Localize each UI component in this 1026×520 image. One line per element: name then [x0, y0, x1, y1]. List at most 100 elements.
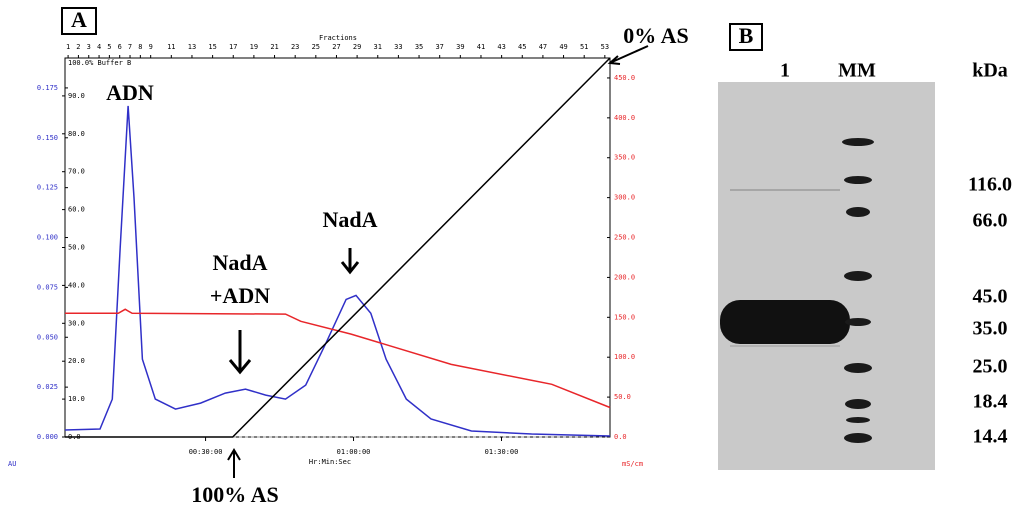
x2-tick-label: 19 [250, 43, 258, 51]
band [845, 399, 871, 409]
y3-tick-label: 20.0 [68, 357, 85, 365]
x2-tick-label: 39 [456, 43, 464, 51]
marker-label: 25.0 [973, 356, 1008, 378]
arrow [607, 45, 649, 65]
band [844, 176, 872, 184]
x2-tick-label: 23 [291, 43, 299, 51]
y2-tick-label: 100.0 [614, 353, 635, 361]
unit-label: kDa [972, 60, 1008, 82]
arrows [227, 45, 649, 478]
y3-tick-label: 40.0 [68, 281, 85, 289]
marker-label: 14.4 [973, 426, 1008, 448]
x2-tick-label: 41 [477, 43, 485, 51]
arrow [227, 448, 241, 478]
band [844, 271, 872, 281]
x-tick-label: 01:30:00 [485, 448, 519, 456]
x2-tick-label: 1 [66, 43, 70, 51]
y-tick-label: 0.150 [37, 134, 58, 142]
x2-tick-label: 51 [580, 43, 588, 51]
series-line [65, 57, 611, 438]
x2-tick-label: 8 [138, 43, 142, 51]
x2-tick-label: 27 [332, 43, 340, 51]
x2-tick-label: 31 [374, 43, 382, 51]
x2-tick-label: 53 [601, 43, 609, 51]
y2-tick-label: 250.0 [614, 234, 635, 242]
y3-tick-label: 50.0 [68, 244, 85, 252]
y-tick-label: 0.075 [37, 283, 58, 291]
annotation: 100% AS [191, 482, 278, 507]
annotation: ADN [106, 80, 154, 105]
y3-tick-label: 60.0 [68, 206, 85, 214]
band [846, 417, 870, 423]
x2-tick-label: 17 [229, 43, 237, 51]
x2-tick-label: 29 [353, 43, 361, 51]
y2-tick-label: 150.0 [614, 313, 635, 321]
y-tick-label: 0.025 [37, 383, 58, 391]
y3-tick-label: 90.0 [68, 92, 85, 100]
x2-tick-label: 2 [76, 43, 80, 51]
gel-background [718, 82, 935, 470]
x-tick-label: 01:00:00 [337, 448, 371, 456]
x2-tick-label: 45 [518, 43, 526, 51]
y3-tick-label: 80.0 [68, 130, 85, 138]
y2-tick-label: 0.0 [614, 433, 627, 441]
x2-tick-label: 7 [128, 43, 132, 51]
y-tick-label: 0.000 [37, 433, 58, 441]
x-axis-label: Hr:Min:Sec [309, 458, 351, 466]
y2-tick-label: 400.0 [614, 114, 635, 122]
band [842, 138, 874, 146]
marker-label: 116.0 [968, 174, 1012, 196]
x2-tick-label: 4 [97, 43, 101, 51]
y3-tick-label: 30.0 [68, 319, 85, 327]
panel-box [729, 23, 763, 51]
annotation: +ADN [210, 283, 270, 308]
y2-tick-label: 350.0 [614, 154, 635, 162]
marker-label: 45.0 [973, 286, 1008, 308]
gel [718, 82, 935, 470]
panel-label: A [71, 7, 87, 32]
y3-tick-label: 70.0 [68, 168, 85, 176]
band [845, 318, 871, 326]
panel-label: B [739, 23, 754, 48]
lane-label: 1 [780, 60, 790, 82]
x2-tick-label: 15 [208, 43, 216, 51]
arrow [228, 330, 252, 375]
y2-tick-label: 200.0 [614, 273, 635, 281]
band [844, 433, 872, 443]
x2-tick-label: 35 [415, 43, 423, 51]
x2-tick-label: 49 [559, 43, 567, 51]
y2-tick-label: 50.0 [614, 393, 631, 401]
x-tick-label: 00:30:00 [189, 448, 223, 456]
y-tick-label: 0.100 [37, 234, 58, 242]
marker-label: 35.0 [973, 318, 1008, 340]
annotation: 0% AS [623, 23, 688, 48]
gel-sample-band [720, 300, 850, 344]
arrow [340, 248, 360, 275]
y-tick-label: 0.175 [37, 84, 58, 92]
x2-tick-label: 21 [270, 43, 278, 51]
x2-tick-label: 25 [312, 43, 320, 51]
y3-tick-label: 10.0 [68, 395, 85, 403]
y-axis-label: AU [8, 460, 16, 468]
annotation: NadA [322, 207, 377, 232]
y2-axis-label: mS/cm [622, 460, 643, 468]
x2-tick-label: 43 [497, 43, 505, 51]
marker-label: 18.4 [973, 391, 1008, 413]
series-line [64, 105, 611, 437]
series-line [65, 308, 611, 409]
x2-tick-label: 6 [118, 43, 122, 51]
marker-label: 66.0 [973, 210, 1008, 232]
marker-bands [842, 138, 874, 443]
y-tick-label: 0.125 [37, 184, 58, 192]
x2-tick-label: 3 [87, 43, 91, 51]
x2-tick-label: 9 [149, 43, 153, 51]
legend-entry: 100.0% Buffer B [68, 59, 131, 67]
band [846, 207, 870, 217]
band [844, 363, 872, 373]
annotation: NadA [212, 250, 267, 275]
lane-label: MM [838, 60, 876, 82]
top-axis-label: Fractions [319, 34, 357, 42]
x2-tick-label: 5 [107, 43, 111, 51]
y-tick-label: 0.050 [37, 333, 58, 341]
